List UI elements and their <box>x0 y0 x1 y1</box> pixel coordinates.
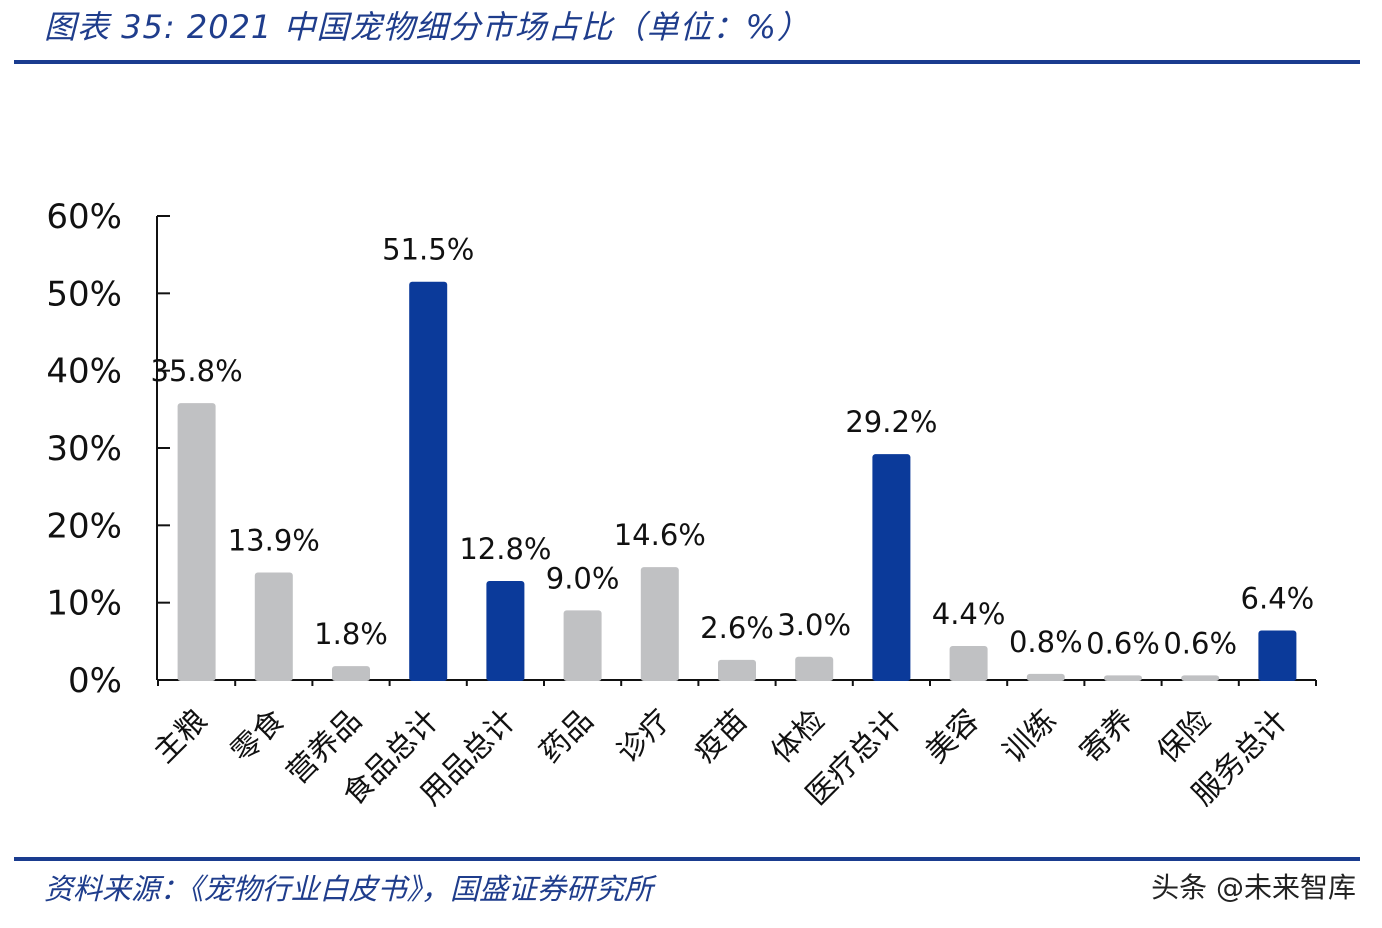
data-label: 0.8% <box>1009 625 1083 659</box>
bar <box>795 656 834 681</box>
data-label: 13.9% <box>228 524 320 558</box>
bottom-rule <box>14 857 1360 861</box>
bar <box>332 666 370 681</box>
category-label: 训练 <box>996 703 1063 770</box>
category-label: 体检 <box>765 703 832 770</box>
data-label: 29.2% <box>845 405 937 439</box>
data-label: 6.4% <box>1241 582 1315 616</box>
category-label: 主粮 <box>147 703 214 770</box>
y-tick-label: 0% <box>68 661 122 701</box>
data-label: 3.0% <box>777 608 851 642</box>
bar <box>1104 675 1142 681</box>
watermark: 头条 @未来智库 <box>1151 871 1356 904</box>
bar <box>409 281 448 681</box>
top-rule <box>14 60 1360 64</box>
bar <box>872 454 911 681</box>
data-label: 14.6% <box>614 518 706 552</box>
y-tick-label: 20% <box>46 506 122 546</box>
bar <box>1181 675 1220 681</box>
data-label: 4.4% <box>932 597 1006 631</box>
y-tick-label: 40% <box>46 352 122 392</box>
y-tick-label: 30% <box>46 429 122 469</box>
data-label: 2.6% <box>700 611 774 645</box>
bar <box>949 645 988 681</box>
data-label: 12.8% <box>459 532 551 566</box>
category-label: 保险 <box>1151 703 1218 770</box>
bar <box>640 567 679 681</box>
bar <box>718 659 756 681</box>
data-label: 1.8% <box>314 617 388 651</box>
bar <box>177 403 216 681</box>
bar <box>563 610 602 681</box>
y-tick-label: 60% <box>46 197 122 237</box>
category-label: 诊疗 <box>610 703 677 770</box>
figure-title: 图表 35: 2021 中国宠物细分市场占比（单位：%） <box>44 8 810 46</box>
source-note: 资料来源：《宠物行业白皮书》，国盛证券研究所 <box>44 872 654 906</box>
data-labels: 35.8% 13.9% 1.8% 51.5% 12.8%9.0% 14.6% 2.6% 3.0… <box>151 233 1315 661</box>
category-label: 疫苗 <box>687 703 754 770</box>
category-label: 美容 <box>919 703 986 770</box>
data-label: 0.6% <box>1086 626 1160 660</box>
data-label: 51.5% <box>382 233 474 267</box>
data-label: 0.6% <box>1163 626 1237 660</box>
bar-chart: 0% 10% 20% 30% 40% 50% 60% 35.8% 13.9% 1.8% 51.5%… <box>46 197 1317 813</box>
bar <box>254 572 293 681</box>
data-label: 9.0% <box>546 561 620 595</box>
bar-series <box>177 281 1297 681</box>
category-label: 寄养 <box>1073 703 1140 770</box>
y-tick-label: 50% <box>46 274 122 314</box>
category-label: 药品 <box>533 703 600 770</box>
bar <box>1026 673 1065 681</box>
bar <box>486 581 525 681</box>
y-tick-label: 10% <box>46 584 122 624</box>
category-label: 零食 <box>224 703 291 770</box>
bar <box>1258 630 1297 681</box>
data-label: 35.8% <box>151 354 243 388</box>
